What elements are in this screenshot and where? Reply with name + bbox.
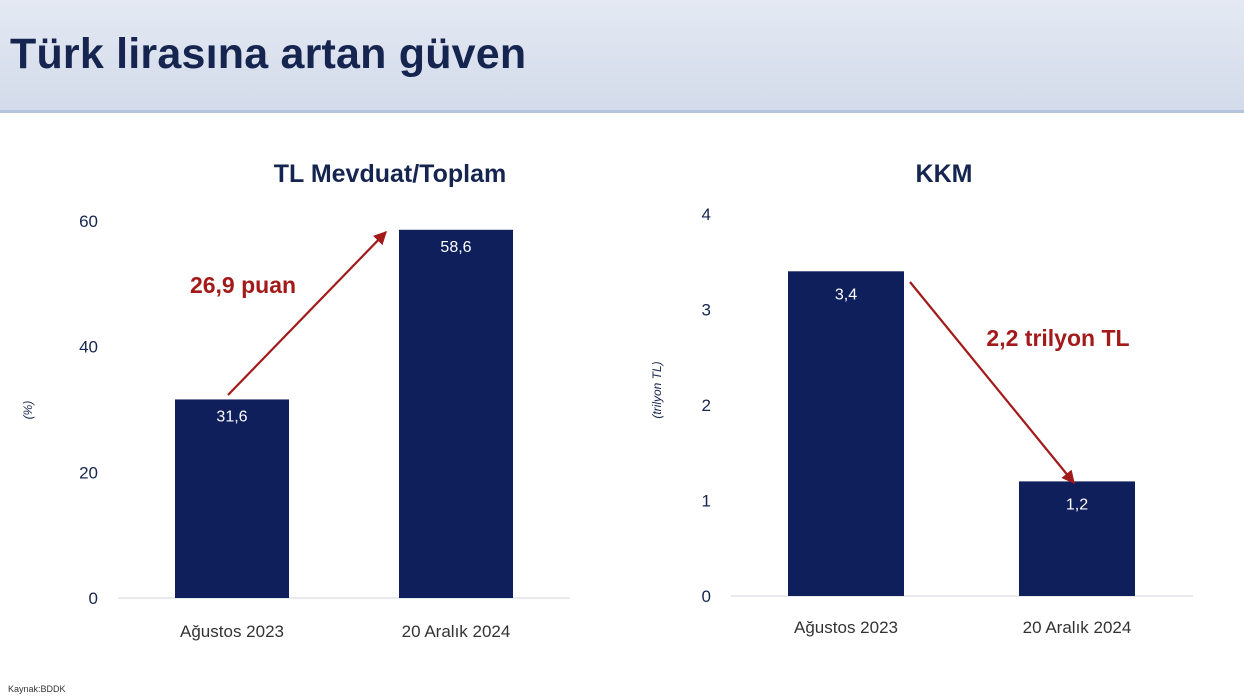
y-tick-label: 40 xyxy=(79,338,98,357)
y-tick-label: 3 xyxy=(702,301,711,320)
x-category-label: Ağustos 2023 xyxy=(794,618,898,637)
y-tick-label: 0 xyxy=(702,587,711,606)
y-tick-label: 4 xyxy=(702,205,711,224)
y-axis-label: (%) xyxy=(21,401,35,420)
change-arrow xyxy=(227,231,387,396)
y-axis-label: (trilyon TL) xyxy=(650,361,664,418)
change-arrow xyxy=(909,281,1075,485)
y-tick-label: 0 xyxy=(89,589,98,608)
chart-title-kkm: KKM xyxy=(915,160,973,188)
bar-value-label: 3,4 xyxy=(835,286,857,303)
y-tick-label: 60 xyxy=(79,212,98,231)
page-title: Türk lirasına artan güven xyxy=(10,30,527,78)
x-category-label: Ağustos 2023 xyxy=(180,622,284,641)
x-category-label: 20 Aralık 2024 xyxy=(402,622,511,641)
bar-value-label: 1,2 xyxy=(1066,496,1088,513)
y-tick-label: 20 xyxy=(79,463,98,482)
source-note: Kaynak:BDDK xyxy=(8,684,66,694)
bar xyxy=(1019,481,1135,596)
change-annotation: 26,9 puan xyxy=(190,272,296,298)
change-annotation: 2,2 trilyon TL xyxy=(986,325,1129,351)
bar xyxy=(175,399,289,598)
y-tick-label: 2 xyxy=(702,396,711,415)
x-category-label: 20 Aralık 2024 xyxy=(1023,618,1132,637)
bar-value-label: 31,6 xyxy=(216,408,247,425)
bar xyxy=(788,271,904,596)
header-banner: Türk lirasına artan güven xyxy=(0,0,1244,113)
bar-value-label: 58,6 xyxy=(440,239,471,256)
bar xyxy=(399,229,513,598)
y-tick-label: 1 xyxy=(702,492,711,511)
chart-title-tl-deposits: TL Mevduat/Toplam xyxy=(273,160,507,188)
